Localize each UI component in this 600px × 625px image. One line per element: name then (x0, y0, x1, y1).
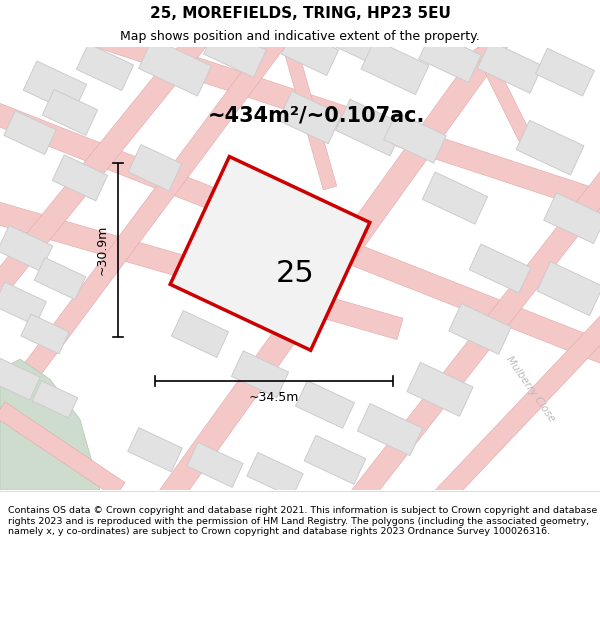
Polygon shape (204, 27, 266, 78)
Polygon shape (544, 192, 600, 244)
Polygon shape (384, 112, 446, 163)
Polygon shape (0, 31, 288, 446)
Polygon shape (150, 30, 510, 518)
Polygon shape (247, 452, 303, 498)
Polygon shape (4, 111, 56, 154)
Polygon shape (76, 44, 134, 91)
Polygon shape (283, 45, 337, 190)
Polygon shape (478, 41, 542, 93)
Polygon shape (422, 172, 488, 224)
Polygon shape (21, 314, 69, 354)
Polygon shape (0, 359, 40, 400)
Polygon shape (128, 428, 182, 472)
Polygon shape (449, 304, 511, 354)
Text: Mulberry Close: Mulberry Close (503, 354, 556, 424)
Polygon shape (43, 89, 98, 136)
Polygon shape (304, 436, 366, 484)
Polygon shape (172, 311, 229, 358)
Polygon shape (0, 402, 125, 498)
Text: Contains OS data © Crown copyright and database right 2021. This information is : Contains OS data © Crown copyright and d… (8, 506, 597, 536)
Polygon shape (97, 26, 600, 219)
Polygon shape (0, 282, 46, 326)
Polygon shape (419, 32, 481, 82)
Polygon shape (516, 121, 584, 175)
Text: 25: 25 (275, 259, 314, 288)
Polygon shape (537, 262, 600, 316)
Text: ~34.5m: ~34.5m (249, 391, 299, 404)
Polygon shape (52, 155, 107, 201)
Polygon shape (128, 144, 182, 191)
Polygon shape (329, 21, 380, 63)
Polygon shape (232, 351, 289, 398)
Polygon shape (296, 381, 355, 428)
Polygon shape (139, 38, 211, 96)
Polygon shape (474, 44, 536, 151)
Polygon shape (358, 404, 422, 456)
Text: ~30.9m: ~30.9m (96, 224, 109, 275)
Text: 25, MOREFIELDS, TRING, HP23 5EU: 25, MOREFIELDS, TRING, HP23 5EU (149, 6, 451, 21)
Polygon shape (0, 226, 53, 271)
Polygon shape (341, 81, 600, 517)
Polygon shape (0, 359, 100, 490)
Polygon shape (23, 61, 86, 114)
Text: Map shows position and indicative extent of the property.: Map shows position and indicative extent… (120, 30, 480, 43)
Polygon shape (187, 442, 243, 488)
Polygon shape (170, 156, 370, 350)
Polygon shape (0, 30, 209, 316)
Text: ~434m²/~0.107ac.: ~434m²/~0.107ac. (208, 106, 425, 126)
Polygon shape (0, 97, 600, 369)
Polygon shape (335, 99, 404, 156)
Polygon shape (278, 91, 341, 144)
Polygon shape (423, 282, 600, 517)
Polygon shape (281, 29, 338, 76)
Polygon shape (32, 381, 78, 418)
Polygon shape (34, 258, 86, 299)
Polygon shape (469, 244, 531, 293)
Polygon shape (407, 362, 473, 416)
Polygon shape (361, 40, 429, 94)
Polygon shape (0, 198, 403, 339)
Polygon shape (536, 48, 595, 96)
